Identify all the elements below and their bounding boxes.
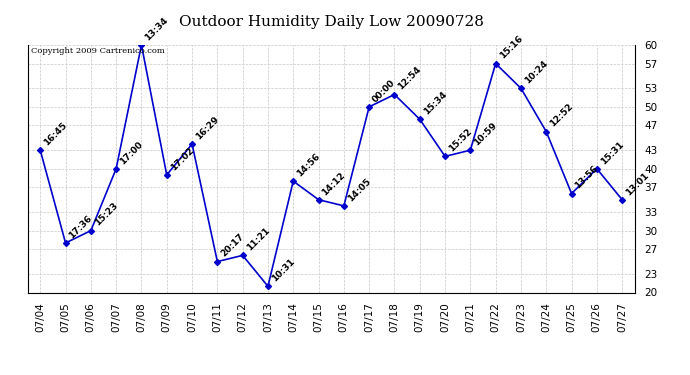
Text: 13:01: 13:01 [624, 170, 651, 197]
Text: 15:52: 15:52 [447, 127, 473, 154]
Text: 17:36: 17:36 [68, 213, 95, 240]
Text: 10:31: 10:31 [270, 257, 297, 284]
Text: 12:54: 12:54 [397, 65, 423, 92]
Text: 20:17: 20:17 [219, 232, 246, 259]
Text: 11:21: 11:21 [245, 226, 271, 253]
Text: Outdoor Humidity Daily Low 20090728: Outdoor Humidity Daily Low 20090728 [179, 15, 484, 29]
Text: 15:23: 15:23 [93, 201, 119, 228]
Text: 14:12: 14:12 [321, 170, 347, 197]
Text: 00:00: 00:00 [371, 78, 397, 104]
Text: 13:56: 13:56 [573, 164, 600, 191]
Text: 15:31: 15:31 [599, 140, 625, 166]
Text: Copyright 2009 Cartrenico.com: Copyright 2009 Cartrenico.com [30, 48, 164, 56]
Text: 14:05: 14:05 [346, 177, 373, 203]
Text: 17:00: 17:00 [118, 140, 145, 166]
Text: 13:34: 13:34 [144, 15, 170, 42]
Text: 14:56: 14:56 [295, 152, 322, 178]
Text: 15:16: 15:16 [497, 34, 524, 61]
Text: 10:59: 10:59 [473, 121, 499, 147]
Text: 12:52: 12:52 [549, 102, 575, 129]
Text: 10:24: 10:24 [523, 59, 549, 86]
Text: 16:29: 16:29 [194, 114, 221, 141]
Text: 17:02: 17:02 [169, 146, 195, 172]
Text: 16:45: 16:45 [42, 121, 69, 147]
Text: 15:34: 15:34 [422, 90, 448, 117]
